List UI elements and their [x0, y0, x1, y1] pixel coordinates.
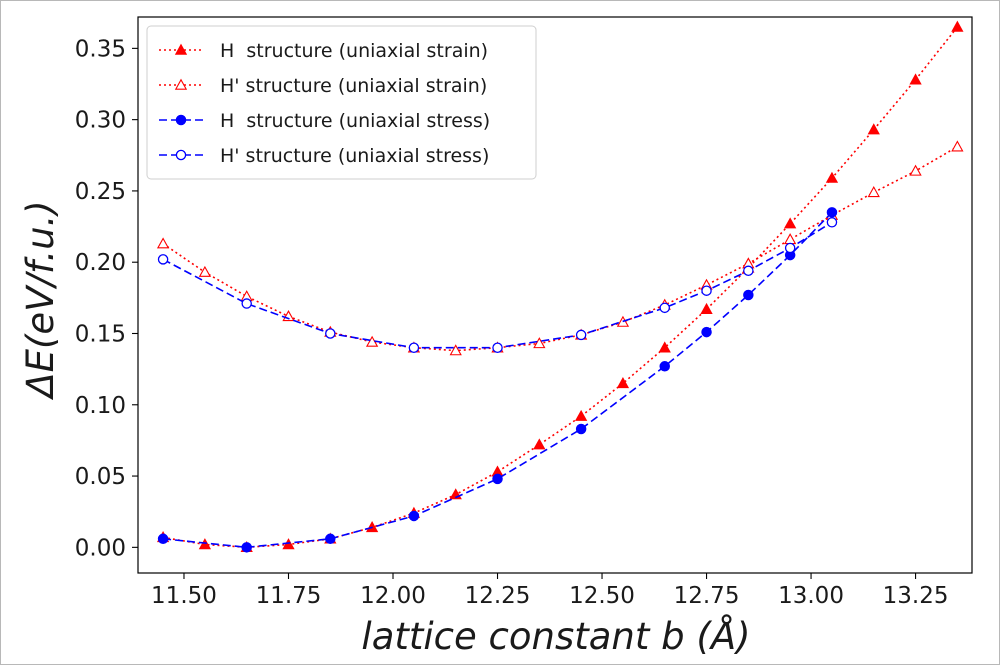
y-tick-label: 0.10 [75, 393, 126, 419]
data-point [909, 73, 922, 85]
data-point [492, 473, 503, 485]
y-axis-title: ΔE(eV/f.u.) [19, 200, 62, 400]
legend: H structure (uniaxial strain) H' structur… [146, 25, 537, 180]
series-4-line [162, 221, 833, 349]
data-point [659, 361, 670, 372]
data-point [826, 207, 838, 218]
data-point [449, 344, 462, 356]
data-point [198, 538, 212, 550]
data-point [157, 533, 169, 545]
data-point [533, 337, 546, 349]
x-tick-label: 12.25 [465, 583, 531, 609]
y-tick-label: 0.20 [75, 250, 126, 276]
data-point [574, 409, 588, 421]
data-point [533, 438, 546, 450]
legend-label: H structure (uniaxial strain) [220, 40, 488, 62]
data-point [156, 237, 170, 249]
data-point [241, 298, 252, 309]
series-1-line [162, 26, 959, 549]
data-point [616, 377, 630, 389]
data-point [784, 242, 796, 254]
y-tick-label: 0.30 [75, 108, 126, 134]
data-point [867, 123, 880, 135]
legend-entry-2: H' structure (uniaxial strain) [159, 75, 487, 97]
y-tick-label: 0.25 [75, 179, 126, 205]
data-point [575, 329, 587, 341]
data-point [198, 265, 212, 277]
y-tick-label: 0.00 [75, 535, 126, 561]
data-point [701, 326, 712, 338]
data-point [325, 533, 336, 545]
data-point [659, 302, 670, 314]
y-tick-label: 0.15 [75, 321, 126, 347]
legend-box [146, 25, 537, 180]
legend-marker-swatch [174, 43, 188, 55]
data-point [867, 186, 880, 198]
data-point [784, 217, 797, 229]
legend-entry-1: H structure (uniaxial strain) [159, 40, 488, 62]
x-tick-label: 13.00 [778, 583, 844, 609]
x-tick-label: 12.50 [569, 583, 635, 609]
data-point [951, 20, 964, 32]
legend-marker-swatch [174, 78, 188, 90]
x-tick-label: 12.00 [360, 583, 426, 609]
x-axis-title: lattice constant b (Å) [361, 614, 750, 658]
data-point [743, 289, 754, 301]
y-tick-label: 0.05 [75, 464, 126, 490]
data-point [951, 140, 964, 152]
axes-frame [137, 16, 973, 574]
data-point [825, 171, 839, 183]
data-point [408, 342, 420, 353]
data-point [784, 233, 797, 245]
data-point [325, 328, 336, 339]
data-point [826, 217, 838, 228]
legend-entry-3: H structure (uniaxial stress) [159, 110, 490, 132]
y-tick-label: 0.35 [75, 36, 126, 62]
data-point [658, 341, 671, 353]
series-3-line [163, 211, 833, 549]
legend-label: H structure (uniaxial stress) [220, 110, 490, 132]
plot-area [156, 20, 964, 553]
series-4 [157, 217, 838, 353]
axes: 11.50 11.75 12.00 12.25 12.50 12.75 13.00 13.25… [75, 16, 973, 609]
legend-marker-swatch [175, 114, 187, 126]
data-point [701, 285, 712, 296]
x-tick-label: 13.25 [883, 583, 949, 609]
data-point [241, 542, 252, 553]
data-point [408, 510, 420, 522]
legend-label: H' structure (uniaxial strain) [220, 75, 487, 97]
x-tick-label: 11.50 [151, 583, 217, 609]
x-tick-label: 12.75 [674, 583, 740, 609]
legend-label: H' structure (uniaxial stress) [220, 145, 489, 167]
series-3 [157, 207, 838, 553]
data-point [492, 342, 503, 353]
data-point [157, 254, 169, 265]
data-point [700, 302, 713, 314]
x-tick-label: 11.75 [256, 583, 322, 609]
data-point [743, 265, 754, 277]
legend-entry-4: H' structure (uniaxial stress) [159, 145, 489, 167]
data-point [575, 423, 587, 435]
legend-marker-swatch [175, 149, 187, 161]
data-point [909, 164, 922, 176]
